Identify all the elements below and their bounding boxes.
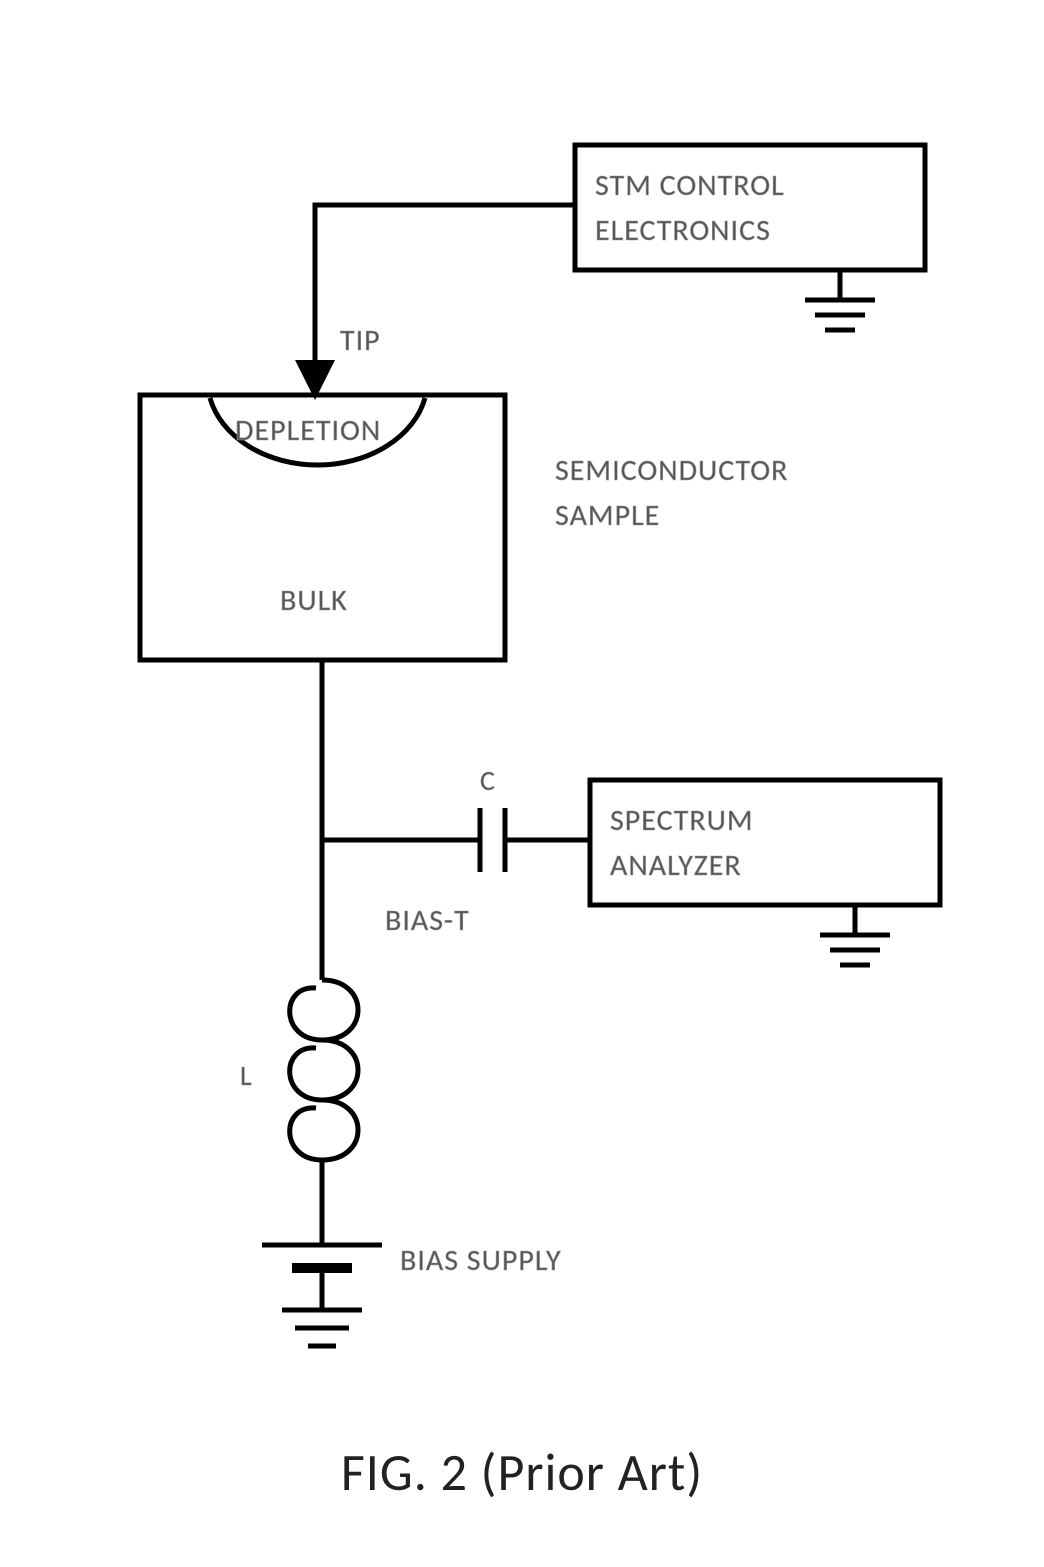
capacitor-branch bbox=[322, 808, 590, 872]
circuit-diagram: STM CONTROL ELECTRONICS TIP DEPLETION BU… bbox=[0, 0, 1044, 1567]
inductor-label: L bbox=[240, 1058, 253, 1093]
capacitor-label: C bbox=[480, 763, 496, 798]
spectrum-line2: ANALYZER bbox=[610, 847, 742, 884]
spectrum-analyzer-box: SPECTRUM ANALYZER bbox=[590, 780, 940, 905]
sample-side-label-2: SAMPLE bbox=[555, 497, 660, 534]
bias-supply-label: BIAS SUPPLY bbox=[400, 1242, 562, 1279]
figure-caption: FIG. 2 (Prior Art) bbox=[341, 1440, 703, 1504]
depletion-label: DEPLETION bbox=[235, 412, 381, 449]
spectrum-ground-icon bbox=[820, 905, 890, 965]
inductor-branch bbox=[290, 840, 358, 1245]
stm-control-box: STM CONTROL ELECTRONICS bbox=[575, 145, 925, 270]
spectrum-line1: SPECTRUM bbox=[610, 802, 754, 839]
bias-supply-icon bbox=[262, 1245, 382, 1310]
stm-ground-icon bbox=[805, 270, 875, 330]
bulk-label: BULK bbox=[280, 582, 348, 619]
tip-label: TIP bbox=[340, 322, 381, 359]
stm-line1: STM CONTROL bbox=[595, 167, 785, 204]
stm-line2: ELECTRONICS bbox=[595, 212, 771, 249]
sample-side-label-1: SEMICONDUCTOR bbox=[555, 452, 788, 489]
bias-t-label: BIAS-T bbox=[385, 902, 470, 939]
sample-box: DEPLETION BULK bbox=[140, 395, 505, 660]
bias-ground-icon bbox=[282, 1310, 362, 1346]
